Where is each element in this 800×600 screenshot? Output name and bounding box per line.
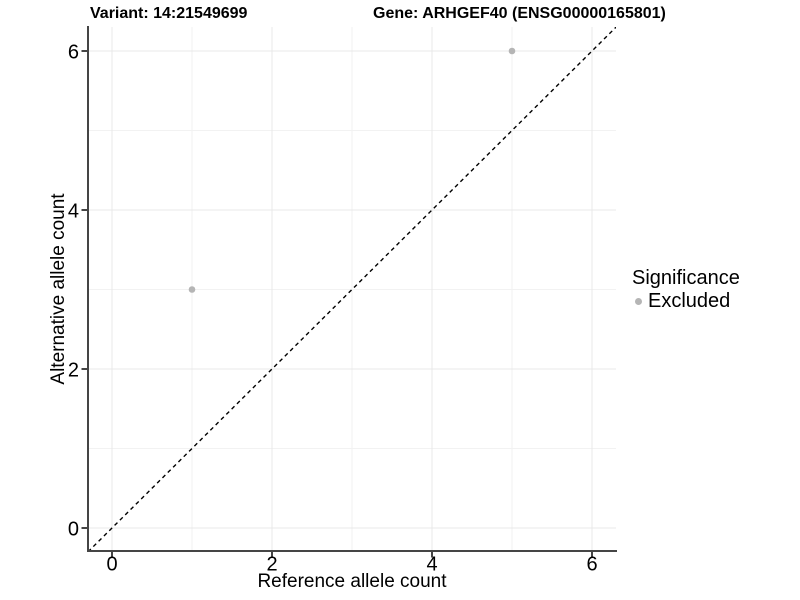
x-tick-label: 2 [266,554,277,576]
y-tick-label: 4 [68,200,79,222]
data-point [508,47,516,55]
legend-title: Significance [632,267,740,289]
legend-item-excluded: Excluded [632,290,740,312]
x-axis-title: Reference allele count [257,571,447,592]
plot-title-variant: Variant: 14:21549699 [90,5,248,22]
y-tick-label: 6 [68,41,79,63]
data-points [188,47,516,293]
legend: Significance Excluded [632,266,740,312]
x-tick-label: 4 [426,554,437,576]
x-tick-label: 0 [106,554,117,576]
plot-title-gene: Gene: ARHGEF40 (ENSG00000165801) [373,5,666,22]
legend-item-label: Excluded [648,290,731,312]
tick-marks [81,50,593,558]
x-tick-label: 6 [586,554,597,576]
data-point [188,286,196,293]
axis-line [87,26,617,552]
y-tick-label: 0 [68,518,79,540]
excluded-point-icon [635,297,642,305]
y-axis-title: Alternative allele count [48,193,69,385]
gridlines-major [88,27,616,551]
y-tick-label: 2 [68,359,79,381]
tick-labels: 0 2 4 6 0 2 4 6 [68,41,598,575]
axis-lines [87,26,617,552]
